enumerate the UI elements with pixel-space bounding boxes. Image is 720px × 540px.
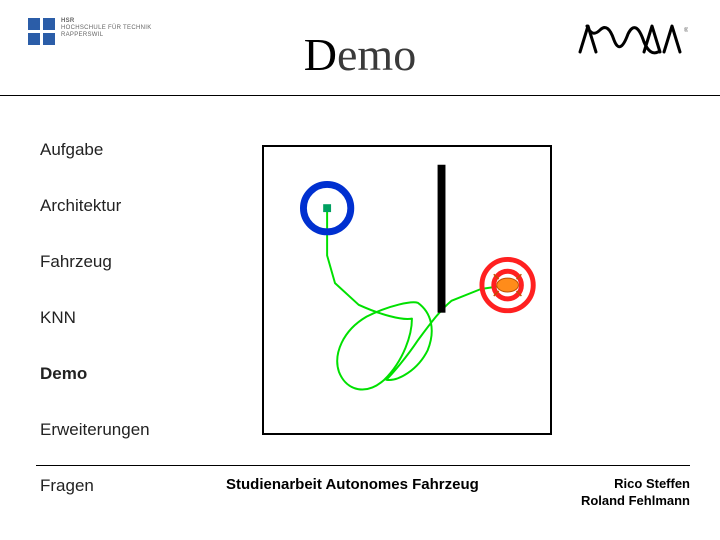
obstacle-bar [438,165,446,313]
header: HSR HOCHSCHULE FÜR TECHNIK RAPPERSWIL De… [0,0,720,96]
title-first-letter: D [304,29,337,80]
sidebar-item-fahrzeug[interactable]: Fahrzeug [40,252,210,272]
vehicle-path [327,208,507,389]
sidebar-item-demo[interactable]: Demo [40,364,210,384]
slide: HSR HOCHSCHULE FÜR TECHNIK RAPPERSWIL De… [0,0,720,540]
vehicle-icon [494,274,522,296]
sidebar-item-architektur[interactable]: Architektur [40,196,210,216]
start-center-icon [323,204,331,212]
author-1: Rico Steffen [581,476,690,493]
anna-logo-icon: ® [578,22,688,58]
demo-diagram-svg [264,147,550,433]
demo-diagram [262,145,552,435]
sidebar-item-erweiterungen[interactable]: Erweiterungen [40,420,210,440]
sidebar-item-aufgabe[interactable]: Aufgabe [40,140,210,160]
anna-logo: ® [578,22,688,58]
sidebar-item-knn[interactable]: KNN [40,308,210,328]
footer-project-title: Studienarbeit Autonomes Fahrzeug [226,476,479,493]
svg-text:®: ® [684,27,688,34]
author-2: Roland Fehlmann [581,493,690,510]
footer: Studienarbeit Autonomes Fahrzeug Rico St… [36,465,690,510]
footer-authors: Rico Steffen Roland Fehlmann [581,476,690,510]
title-rest: emo [337,29,416,80]
